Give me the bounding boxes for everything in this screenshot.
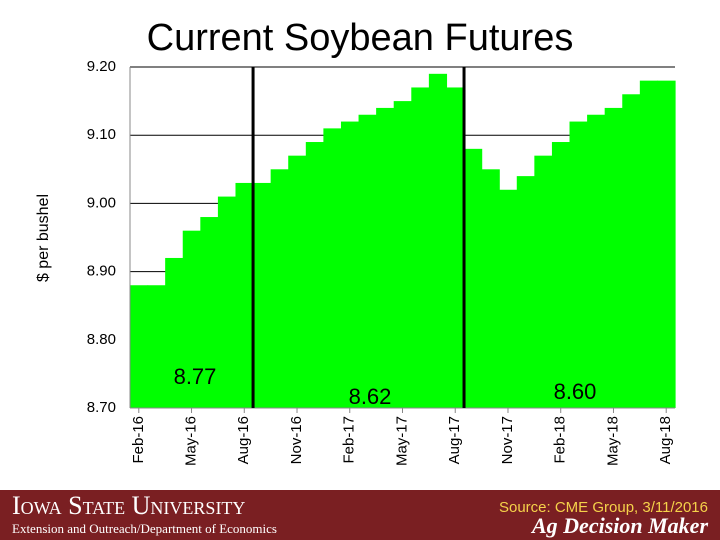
bar (165, 257, 184, 408)
bar (393, 101, 412, 408)
bar (499, 189, 518, 408)
x-tick-label: Aug-16 (235, 416, 252, 464)
x-tick-label: Feb-16 (130, 416, 147, 464)
y-tick-label: 9.00 (87, 194, 116, 211)
footer-brand: Ag Decision Maker (530, 513, 708, 538)
footer-university: Iowa State University (12, 491, 245, 520)
bar (376, 107, 395, 409)
bar (130, 285, 149, 408)
x-tick-label: May-18 (604, 416, 621, 466)
bar (587, 114, 606, 409)
bar (551, 142, 571, 408)
bar (622, 94, 641, 408)
bar (305, 142, 324, 408)
bar (411, 87, 430, 409)
bar (253, 182, 272, 408)
x-tick-label: May-17 (393, 416, 410, 466)
annotation: 8.60 (554, 379, 597, 404)
bar (604, 107, 623, 409)
bar (464, 148, 483, 408)
bar (182, 230, 201, 408)
chart-title: Current Soybean Futures (147, 17, 574, 59)
x-tick-label: Nov-17 (499, 416, 516, 464)
bar (288, 155, 307, 408)
x-tick-label: Aug-17 (446, 416, 463, 464)
x-tick-label: May-16 (183, 416, 200, 466)
y-tick-label: 9.20 (87, 58, 116, 75)
annotation: 8.62 (349, 384, 392, 409)
y-tick-label: 8.70 (87, 399, 116, 416)
x-tick-label: Nov-16 (288, 416, 305, 464)
bar (200, 217, 219, 408)
bar (534, 155, 553, 408)
y-tick-label: 8.80 (87, 331, 116, 348)
x-tick-label: Feb-17 (341, 416, 358, 464)
y-tick-label: 9.10 (87, 126, 116, 143)
bar (147, 285, 166, 408)
annotation: 8.77 (174, 364, 217, 389)
y-axis-label: $ per bushel (35, 194, 52, 282)
bar (358, 114, 377, 409)
bar (516, 176, 535, 408)
footer-source: Source: CME Group, 3/11/2016 (499, 499, 708, 516)
bar (481, 169, 500, 408)
bar (569, 121, 588, 408)
footer-band (0, 490, 720, 540)
y-tick-label: 8.90 (87, 263, 116, 280)
bar (657, 80, 676, 408)
bar (235, 182, 254, 408)
bar (446, 87, 465, 409)
bar (340, 121, 360, 408)
x-tick-label: Aug-18 (657, 416, 674, 464)
bar (323, 128, 342, 408)
footer-department: Extension and Outreach/Department of Eco… (12, 521, 277, 536)
x-tick-label: Feb-18 (552, 416, 569, 464)
bar (639, 80, 659, 408)
bar (428, 73, 448, 408)
bar (270, 169, 289, 408)
bar (217, 196, 237, 408)
